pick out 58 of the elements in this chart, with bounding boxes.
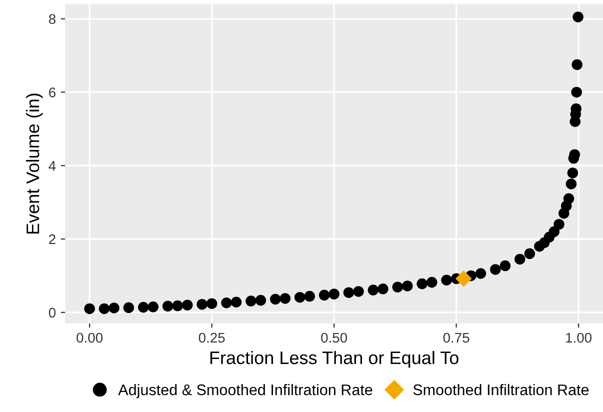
y-tick-label: 8 xyxy=(48,14,56,24)
point xyxy=(246,296,256,306)
point xyxy=(571,86,582,98)
point xyxy=(378,284,388,294)
y-axis-title: Event Volume (in) xyxy=(26,94,43,234)
point xyxy=(182,300,193,310)
x-tick-label: 0.25 xyxy=(198,332,225,343)
point xyxy=(566,178,577,190)
point xyxy=(514,254,526,265)
point xyxy=(148,302,159,312)
x-tick-label: 0.00 xyxy=(76,332,103,343)
point xyxy=(206,298,218,309)
point xyxy=(221,297,232,308)
point xyxy=(572,59,582,70)
point xyxy=(304,290,315,302)
point xyxy=(490,264,501,275)
y-tick-label: 4 xyxy=(48,161,56,171)
point xyxy=(567,168,578,178)
point xyxy=(548,226,560,238)
y-tick-label: 0 xyxy=(48,308,56,318)
point xyxy=(230,296,242,308)
point xyxy=(123,302,134,314)
point xyxy=(475,268,486,279)
point xyxy=(524,248,536,260)
point xyxy=(294,292,306,303)
y-tick-label: 6 xyxy=(49,88,56,98)
point xyxy=(563,193,574,204)
point xyxy=(280,293,291,304)
point xyxy=(84,303,95,314)
x-tick-label: 0.75 xyxy=(443,332,470,343)
point xyxy=(353,286,364,297)
legend-label: Smoothed Infiltration Rate xyxy=(413,384,589,396)
point xyxy=(172,300,183,312)
point xyxy=(255,294,266,306)
point xyxy=(416,278,428,290)
point xyxy=(270,294,281,305)
y-tick-label: 2 xyxy=(49,234,56,244)
point xyxy=(318,290,330,301)
point xyxy=(162,300,174,312)
point xyxy=(328,288,340,300)
point xyxy=(343,287,354,298)
point xyxy=(196,298,208,310)
point xyxy=(402,280,413,292)
point xyxy=(368,284,379,296)
x-axis-title: Fraction Less Than or Equal To xyxy=(210,350,458,368)
x-tick-label: 1.00 xyxy=(566,332,592,343)
point xyxy=(138,302,149,313)
point xyxy=(426,276,438,288)
point xyxy=(455,270,472,287)
point xyxy=(441,274,452,286)
x-tick-label: 0.50 xyxy=(321,332,348,343)
point xyxy=(554,218,564,230)
point xyxy=(572,12,584,22)
point xyxy=(500,260,511,272)
legend-label: Adjusted & Smoothed Infiltration Rate xyxy=(118,384,372,398)
point xyxy=(98,303,110,314)
point xyxy=(392,282,404,292)
point xyxy=(108,302,120,314)
